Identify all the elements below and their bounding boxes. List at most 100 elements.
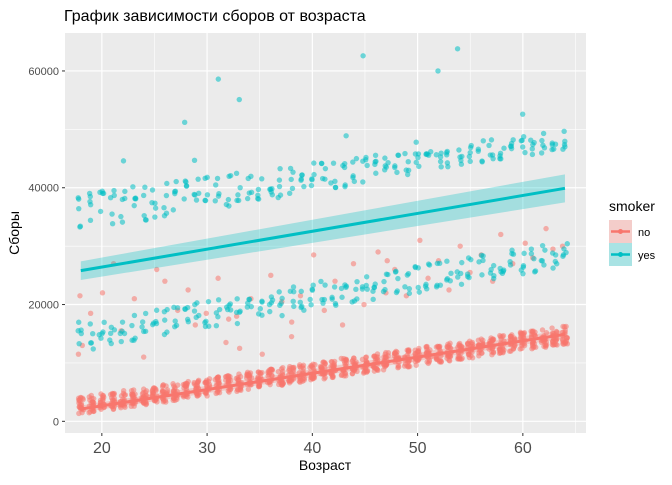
point-yes — [139, 319, 146, 325]
point-yes — [184, 316, 191, 323]
point-yes — [276, 177, 283, 183]
point-yes — [164, 329, 170, 335]
point-yes — [425, 152, 432, 158]
point-no — [458, 356, 464, 362]
point-no — [372, 365, 379, 371]
point-no — [371, 353, 377, 360]
point-yes — [215, 314, 221, 320]
point-yes — [129, 322, 135, 329]
point-yes — [278, 300, 284, 307]
point-no — [287, 368, 293, 375]
point-yes — [119, 219, 126, 225]
legend-title: smoker — [609, 198, 655, 214]
point-no — [350, 260, 357, 267]
point-yes — [364, 286, 370, 292]
point-no — [329, 359, 335, 365]
point-yes — [244, 195, 251, 202]
point-yes — [163, 210, 170, 216]
point-no — [361, 301, 367, 308]
point-no — [517, 346, 523, 352]
point-no — [185, 287, 191, 293]
point-yes — [456, 147, 462, 153]
point-yes — [290, 284, 297, 290]
point-yes — [342, 160, 348, 167]
point-yes — [405, 167, 412, 173]
point-yes — [78, 327, 84, 333]
point-yes — [196, 190, 202, 197]
point-no — [236, 371, 242, 377]
point-yes — [402, 150, 408, 157]
point-yes — [412, 263, 418, 270]
point-yes — [363, 154, 369, 161]
point-no — [154, 266, 160, 273]
point-no — [564, 335, 571, 341]
point-yes — [549, 250, 556, 256]
point-no — [339, 322, 346, 328]
point-yes — [448, 270, 454, 277]
point-no — [532, 329, 538, 335]
point-yes — [497, 155, 503, 162]
point-yes — [183, 179, 189, 185]
point-yes — [459, 153, 465, 160]
point-yes — [118, 213, 124, 220]
point-yes — [424, 286, 430, 292]
point-no — [183, 380, 189, 387]
point-yes — [350, 159, 356, 165]
point-no — [329, 374, 336, 381]
point-no — [111, 395, 118, 401]
point-no — [99, 395, 106, 401]
point-yes — [475, 148, 481, 154]
point-no — [425, 275, 431, 281]
point-yes — [443, 152, 450, 158]
legend-label-yes: yes — [638, 250, 656, 262]
point-no — [149, 388, 155, 394]
point-yes — [77, 223, 84, 229]
point-no — [245, 386, 252, 392]
point-yes — [225, 196, 232, 203]
trend-lines — [80, 174, 566, 413]
point-yes — [131, 312, 138, 319]
point-no — [529, 340, 536, 346]
point-yes — [213, 182, 219, 188]
point-yes — [539, 242, 546, 249]
point-yes — [458, 161, 465, 167]
point-yes — [437, 158, 444, 165]
point-yes — [372, 159, 378, 165]
point-yes — [259, 176, 265, 182]
point-yes — [333, 302, 339, 308]
point-yes — [174, 305, 181, 311]
point-yes — [372, 281, 378, 287]
point-yes — [415, 284, 421, 291]
point-yes — [508, 140, 515, 147]
point-no — [99, 290, 106, 296]
point-yes — [205, 298, 212, 305]
point-yes — [354, 278, 360, 285]
point-yes — [152, 214, 158, 220]
point-yes — [529, 151, 536, 158]
point-no — [497, 346, 503, 352]
point-yes — [531, 255, 537, 262]
point-no — [280, 364, 286, 371]
point-no — [192, 322, 199, 328]
point-yes — [234, 320, 241, 327]
point-yes — [342, 182, 348, 188]
point-no — [79, 409, 85, 416]
point-yes — [466, 153, 473, 160]
point-yes — [501, 267, 507, 273]
point-yes — [152, 205, 159, 211]
point-yes — [560, 252, 567, 258]
point-no — [288, 333, 295, 340]
point-yes — [540, 130, 547, 137]
point-yes — [121, 330, 128, 337]
point-no — [75, 351, 82, 357]
point-yes — [458, 281, 465, 287]
point-yes — [122, 195, 128, 202]
legend-key-yes-point — [618, 252, 623, 257]
point-yes — [351, 298, 358, 304]
point-yes — [405, 159, 411, 165]
point-no — [243, 375, 250, 381]
trend-line-no — [80, 332, 566, 411]
point-no — [395, 364, 402, 370]
point-yes — [204, 192, 211, 198]
point-no — [90, 395, 97, 402]
